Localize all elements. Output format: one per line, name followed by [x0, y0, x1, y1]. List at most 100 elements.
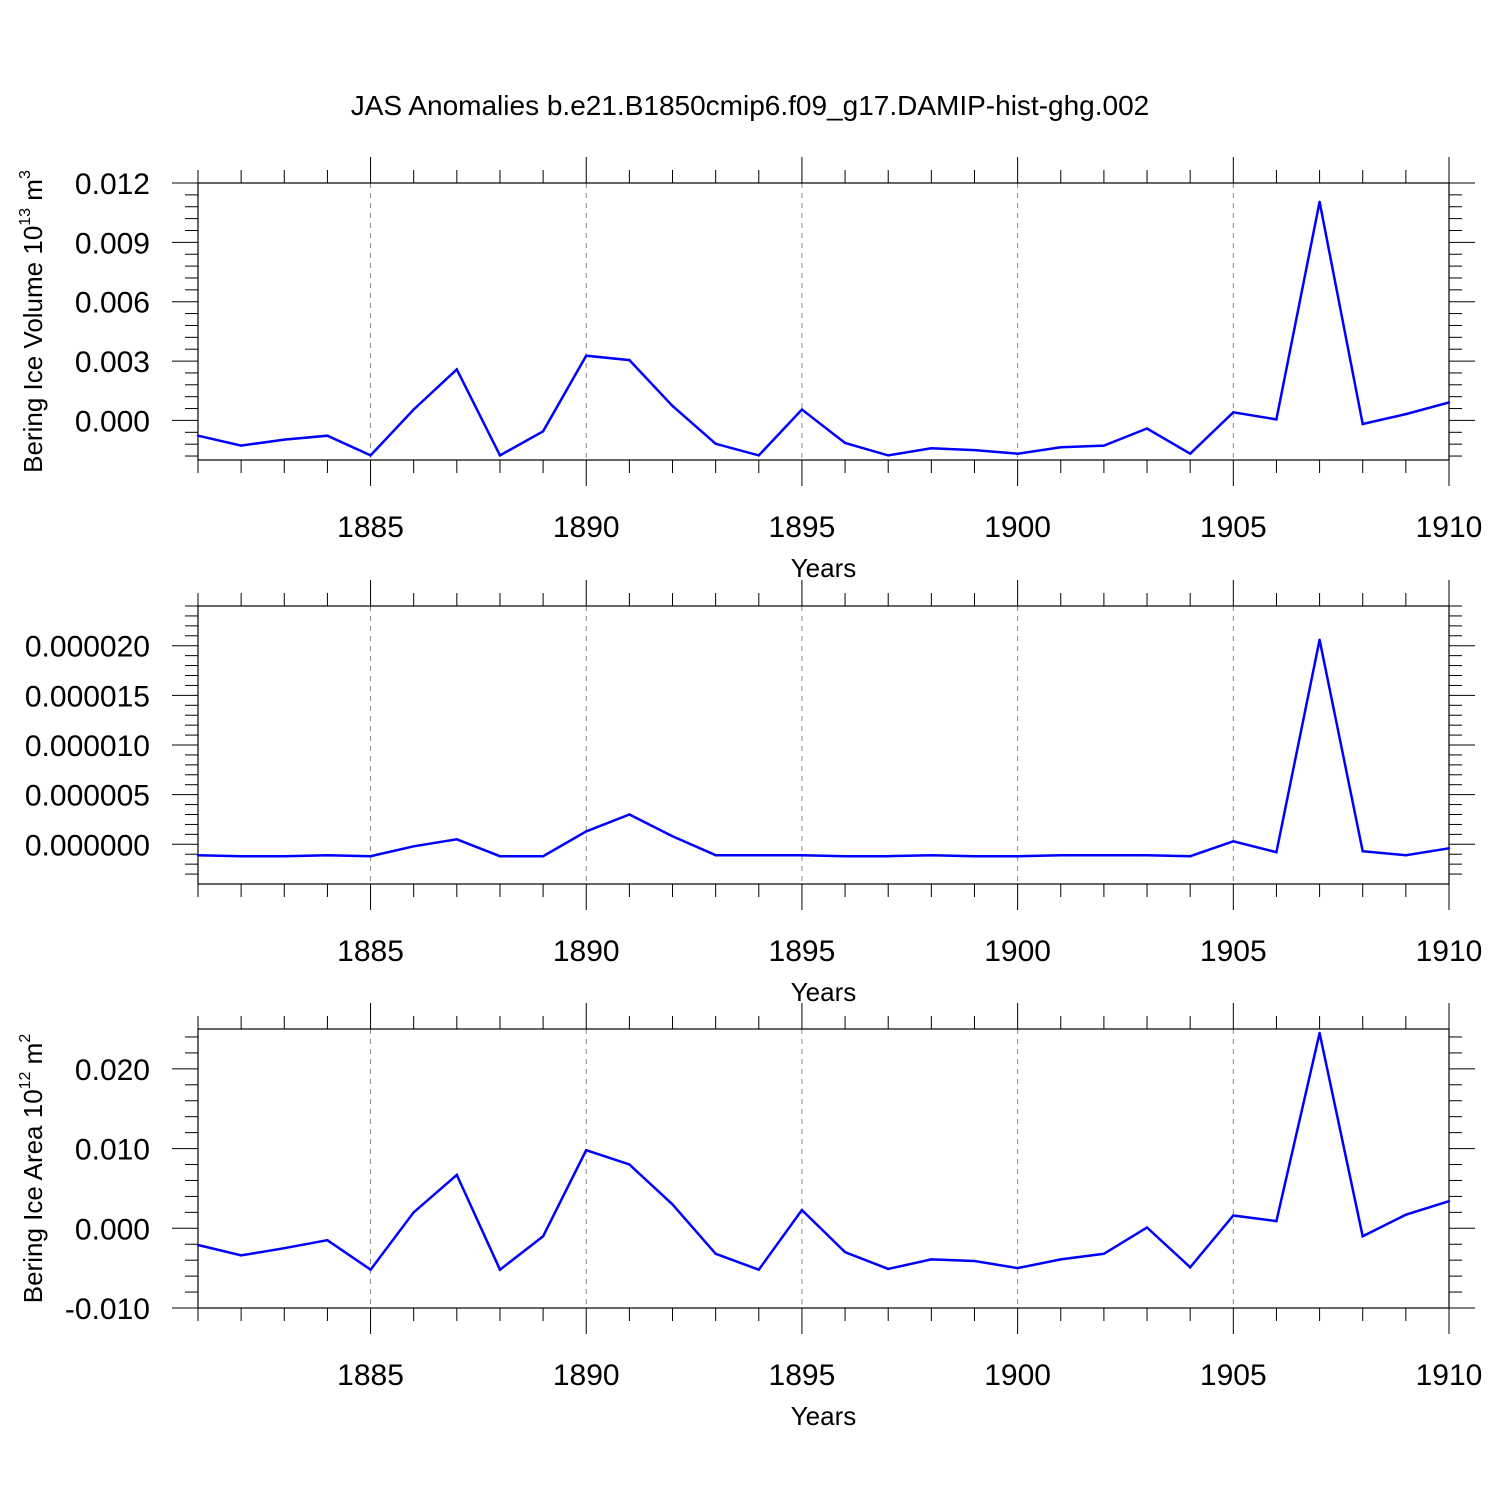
y-tick-label: 0.000015 [25, 680, 150, 713]
data-point [1059, 446, 1062, 449]
data-point [1145, 1226, 1149, 1229]
data-point [930, 447, 933, 450]
data-point [757, 454, 760, 457]
data-point [1361, 1235, 1364, 1238]
x-tick-label: 1890 [553, 511, 620, 544]
data-point [412, 1211, 415, 1214]
y-tick-label: 0.009 [75, 227, 150, 260]
x-tick-label: 1885 [337, 1359, 404, 1392]
data-point [1102, 1252, 1106, 1255]
y-tick-label: 0.010 [75, 1134, 150, 1167]
data-point [1447, 401, 1451, 404]
data-point [800, 854, 804, 857]
data-point [283, 438, 286, 441]
data-point [1188, 1266, 1192, 1269]
x-axis-label: Years [791, 553, 857, 583]
x-tick-label: 1885 [337, 935, 404, 968]
data-point [843, 441, 847, 445]
data-point [1102, 444, 1106, 447]
data-point [585, 1148, 588, 1152]
series-line [197, 201, 1450, 458]
data-point [1361, 850, 1364, 853]
data-point [196, 854, 200, 857]
data-point [843, 855, 847, 858]
data-point [1404, 854, 1408, 857]
data-point [498, 1268, 502, 1271]
x-tick-label: 1890 [553, 1359, 620, 1392]
x-tick-label: 1905 [1200, 1359, 1267, 1392]
data-point [498, 855, 502, 858]
data-point [973, 448, 976, 452]
data-point [1016, 452, 1019, 455]
data-point [1318, 638, 1321, 641]
data-point [1145, 854, 1149, 857]
x-tick-label: 1895 [769, 511, 836, 544]
x-tick-label: 1895 [769, 935, 836, 968]
data-point [1188, 855, 1192, 858]
data-point [887, 1267, 890, 1271]
x-tick-label: 1900 [984, 511, 1051, 544]
panel-3: -0.010 0.000 0.010 0.020 1885 1890 1895 1900 190… [17, 1003, 1482, 1431]
y-axis-label: Bering Ice Volume 1013 m3 [17, 170, 48, 473]
data-point [714, 442, 717, 445]
y-tick-label: 0.000 [75, 1213, 150, 1246]
data-point [239, 1254, 243, 1257]
data-point [326, 434, 329, 437]
data-point [757, 1268, 760, 1271]
data-point [498, 454, 502, 457]
series-line [197, 1032, 1450, 1272]
data-point [585, 830, 588, 833]
data-point [671, 404, 674, 408]
data-point [455, 368, 459, 371]
data-point [1232, 1214, 1235, 1217]
y-axis-label: Bering Ice Area 1012 m2 [17, 1034, 48, 1304]
data-point [973, 855, 976, 858]
data-point [1318, 200, 1321, 203]
data-point [800, 1208, 804, 1212]
data-point [671, 1203, 674, 1206]
figure-title: JAS Anomalies b.e21.B1850cmip6.f09_g17.D… [350, 90, 1150, 121]
data-point [1232, 411, 1235, 414]
data-point [973, 1259, 976, 1263]
data-point [455, 1173, 459, 1177]
data-point [369, 454, 372, 457]
data-point [628, 358, 631, 362]
x-tick-label: 1905 [1200, 511, 1267, 544]
data-point [887, 855, 890, 858]
data-point [1016, 1266, 1019, 1270]
data-point [541, 430, 545, 433]
data-point [843, 1251, 847, 1254]
data-point [714, 854, 717, 857]
data-point [1404, 1213, 1408, 1216]
y-tick-label: 0.000020 [25, 631, 150, 664]
y-tick-label: -0.010 [65, 1293, 150, 1326]
x-axis-label: Years [791, 1401, 857, 1431]
data-point [326, 1239, 329, 1242]
data-point [369, 1268, 372, 1271]
data-point [628, 813, 631, 816]
panel-1: 0.000 0.003 0.006 0.009 0.012 1885 1890 1895 190… [17, 157, 1482, 583]
x-tick-label: 1900 [984, 935, 1051, 968]
data-point [1145, 427, 1149, 430]
data-point [671, 835, 674, 838]
y-tick-label: 0.020 [75, 1054, 150, 1087]
data-point [930, 854, 933, 857]
data-point [714, 1252, 717, 1255]
x-tick-label: 1910 [1416, 1359, 1483, 1392]
x-tick-label: 1895 [769, 1359, 836, 1392]
data-point [283, 855, 286, 858]
data-point [412, 408, 415, 411]
x-tick-label: 1910 [1416, 511, 1483, 544]
data-point [1318, 1031, 1321, 1035]
data-point [1232, 840, 1235, 843]
data-point [1404, 412, 1408, 416]
data-point [541, 1235, 545, 1238]
x-tick-label: 1885 [337, 511, 404, 544]
y-tick-label: 0.000000 [25, 829, 150, 862]
x-tick-label: 1890 [553, 935, 620, 968]
data-point [1059, 854, 1062, 857]
data-point [455, 838, 459, 841]
data-point [1275, 1219, 1278, 1223]
y-tick-label: 0.000010 [25, 730, 150, 763]
